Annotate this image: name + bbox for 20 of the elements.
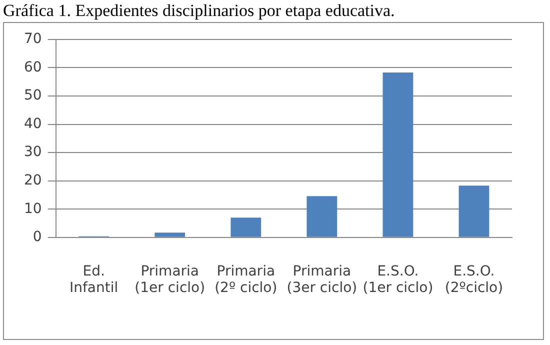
y-tick-label: 10 bbox=[24, 200, 42, 217]
y-tick-label: 70 bbox=[24, 31, 42, 48]
x-tick-label: Primaria (2º ciclo) bbox=[214, 263, 278, 296]
bar bbox=[230, 218, 262, 237]
y-tick-label: 50 bbox=[24, 88, 42, 104]
bar bbox=[382, 72, 414, 237]
y-tick-label: 20 bbox=[24, 172, 42, 188]
bar bbox=[154, 232, 186, 237]
y-tick-label: 30 bbox=[24, 144, 42, 160]
x-tick-label: Primaria (3er ciclo) bbox=[286, 263, 358, 296]
bar bbox=[306, 196, 338, 237]
y-tick-label: 40 bbox=[24, 116, 42, 132]
y-tick-label: 0 bbox=[32, 229, 42, 246]
chart-title: Gráfica 1. Expedientes disciplinarios por etapa educativa. bbox=[3, 1, 395, 21]
x-tick-label: Ed. Infantil bbox=[70, 263, 118, 296]
x-tick-label: E.S.O. (2ºciclo) bbox=[444, 263, 504, 296]
x-tick-label: E.S.O. (1er ciclo) bbox=[362, 263, 434, 296]
x-tick-label: Primaria (1er ciclo) bbox=[134, 263, 206, 296]
y-tick-label: 60 bbox=[24, 59, 42, 76]
bar bbox=[458, 186, 490, 237]
